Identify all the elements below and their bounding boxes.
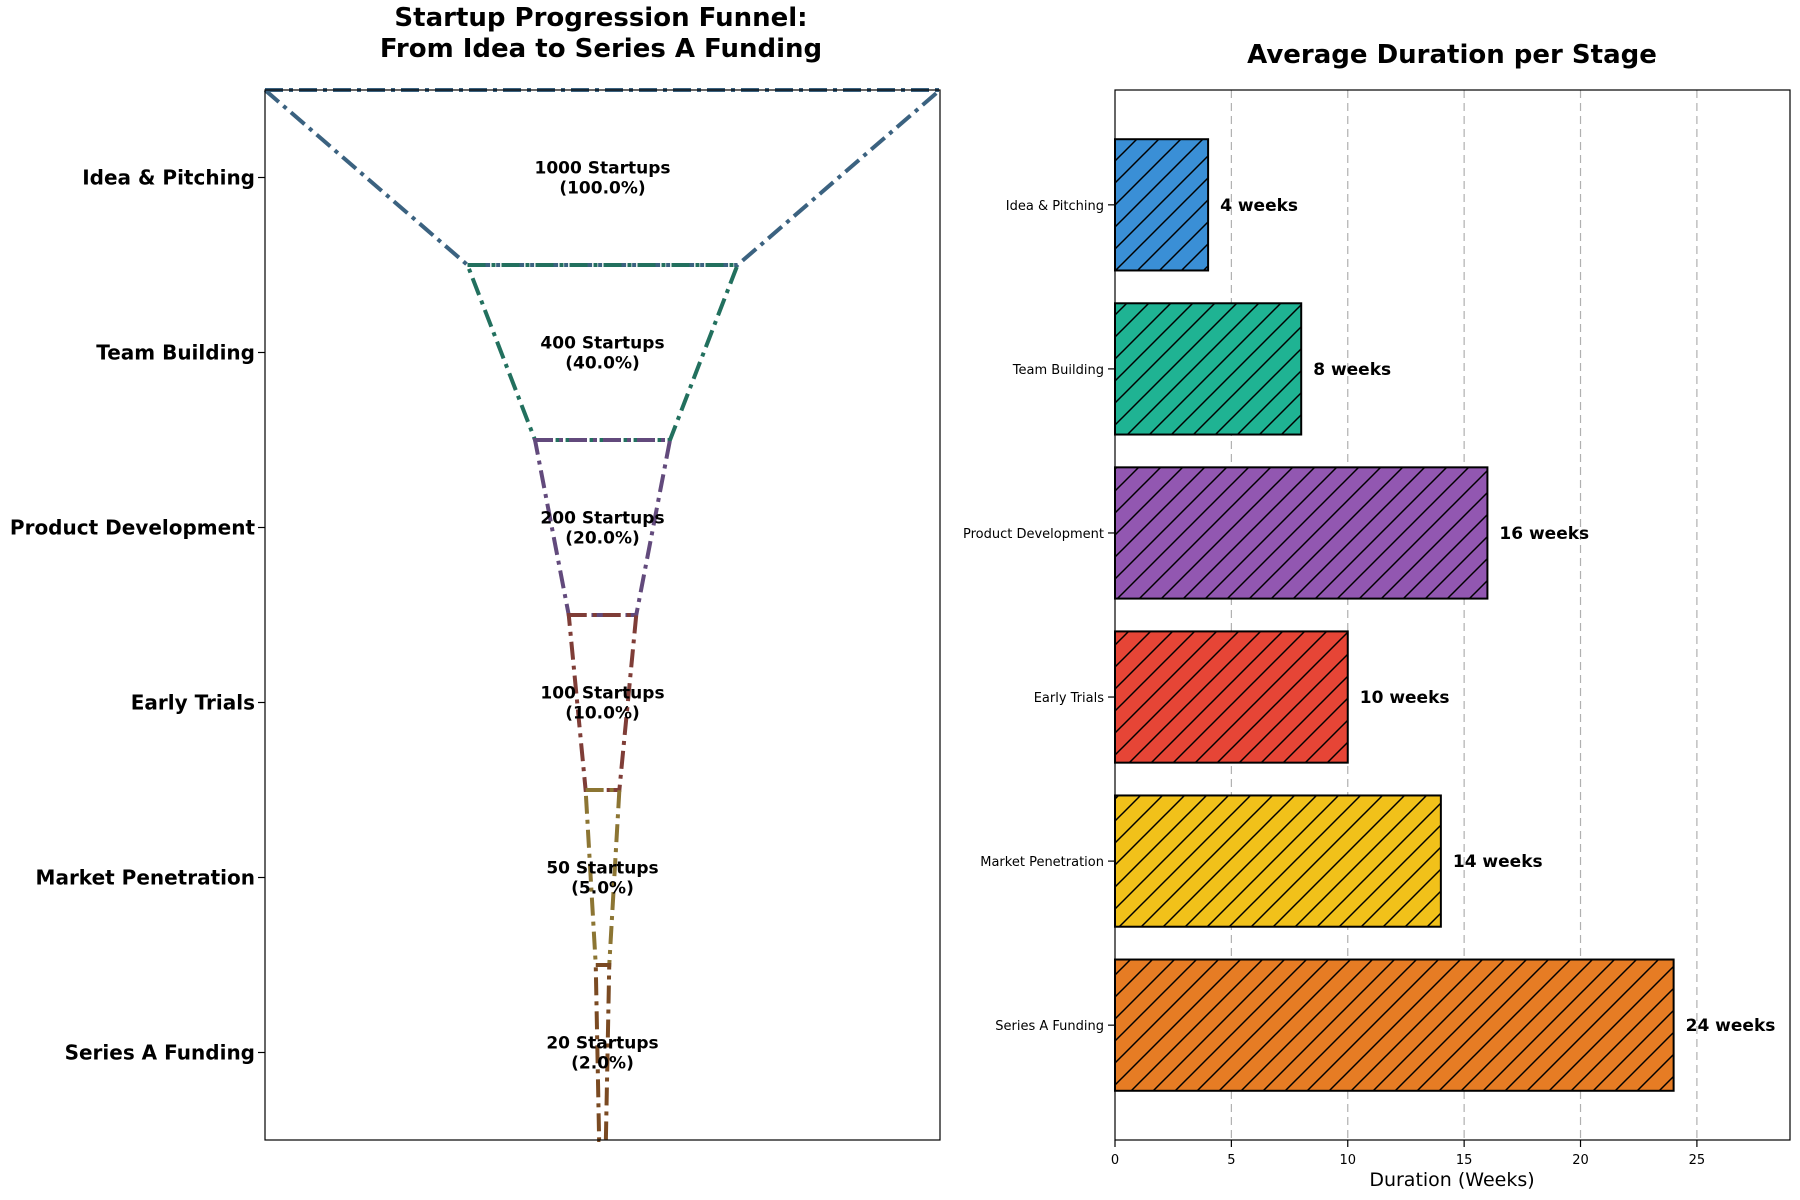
funnel-title-line: From Idea to Series A Funding (380, 34, 822, 64)
bar-plot-frame (1114, 89, 1791, 1141)
bar-category-label: Series A Funding (995, 1019, 1104, 1034)
bar-category-label: Team Building (1012, 363, 1104, 378)
funnel-stage-label: Series A Funding (65, 1041, 255, 1065)
funnel-data-label-line: (2.0%) (571, 1054, 634, 1074)
funnel-data-label-line: (100.0%) (559, 179, 645, 199)
funnel-segment (593, 963, 612, 1142)
bar-panel: Average Duration per Stage 4 weeks 8 week… (963, 40, 1791, 1191)
funnel-data-label-line: 400 Startups (540, 334, 664, 354)
duration-bar (1114, 302, 1303, 436)
bar-x-axis-label: Duration (Weeks) (1369, 1169, 1534, 1191)
bar-chart-title: Average Duration per Stage (1247, 40, 1657, 70)
bar-value-label: 10 weeks (1360, 688, 1450, 708)
bar-x-tick-label: 5 (1227, 1153, 1235, 1168)
funnel-data-label-line: 50 Startups (546, 859, 658, 879)
bar-category-label: Product Development (963, 527, 1104, 542)
bar-value-label: 24 weeks (1686, 1016, 1776, 1036)
funnel-stage-label: Idea & Pitching (82, 166, 255, 190)
bar-category-label: Market Penetration (980, 855, 1104, 870)
bar-x-tick-label: 25 (1689, 1153, 1706, 1168)
funnel-plot-frame (264, 89, 941, 1141)
bar-x-tick-label: 15 (1456, 1153, 1473, 1168)
bar-x-tick-label: 0 (1111, 1153, 1119, 1168)
funnel-data-label-line: (40.0%) (565, 354, 640, 374)
duration-bar (1114, 794, 1442, 928)
funnel-stage-label: Early Trials (131, 691, 255, 715)
funnel-segment (532, 438, 673, 617)
funnel-data-label-line: (20.0%) (565, 529, 640, 549)
duration-bar (1114, 958, 1675, 1092)
bar-value-label: 14 weeks (1453, 852, 1543, 872)
funnel-segment (464, 263, 741, 442)
bar-value-label: 4 weeks (1220, 196, 1298, 216)
bar-value-label: 8 weeks (1313, 360, 1391, 380)
bar-x-tick-label: 10 (1339, 1153, 1356, 1168)
funnel-data-label: 100 Startups (10.0%) (540, 684, 664, 724)
funnel-data-label: 400 Startups (40.0%) (540, 334, 664, 374)
funnel-data-label-line: (5.0%) (571, 879, 634, 899)
funnel-data-label: 20 Startups (2.0%) (546, 1034, 658, 1074)
funnel-data-label-line: 1000 Startups (535, 159, 671, 179)
funnel-segment (566, 613, 639, 792)
funnel-data-label: 200 Startups (20.0%) (540, 509, 664, 549)
bar-y-axis: Idea & Pitching Team Building Product Deve… (963, 199, 1115, 1034)
bar-category-label: Idea & Pitching (1006, 199, 1104, 214)
funnel-data-label-line: 100 Startups (540, 684, 664, 704)
bar-marks: 4 weeks 8 weeks 16 weeks 10 weeks 14 weeks 24… (1114, 138, 1776, 1092)
bar-category-label: Early Trials (1034, 691, 1105, 706)
funnel-stage-label: Team Building (96, 341, 255, 365)
funnel-data-label: 1000 Startups (100.0%) (535, 159, 671, 199)
bar-x-tick-label: 20 (1572, 1153, 1589, 1168)
funnel-panel: Startup Progression Funnel: From Idea to … (10, 3, 946, 1142)
duration-bar (1114, 138, 1210, 272)
funnel-data-label-line: (10.0%) (565, 704, 640, 724)
funnel-marks: 1000 Startups (100.0%) 400 Startups (40.0%)… (259, 88, 946, 1142)
funnel-y-axis: Idea & Pitching Team Building Product Deve… (10, 166, 265, 1065)
bar-value-label: 16 weeks (1499, 524, 1589, 544)
funnel-stage-label: Product Development (10, 516, 256, 540)
funnel-data-label-line: 20 Startups (546, 1034, 658, 1054)
duration-bar (1114, 466, 1489, 600)
bar-x-axis: 0 5 10 15 20 25 (1111, 1140, 1705, 1168)
funnel-data-label: 50 Startups (5.0%) (546, 859, 658, 899)
funnel-title: Startup Progression Funnel: From Idea to … (380, 3, 822, 64)
funnel-title-line: Startup Progression Funnel: (394, 3, 807, 33)
duration-bar (1114, 630, 1349, 764)
funnel-data-label-line: 200 Startups (540, 509, 664, 529)
funnel-stage-label: Market Penetration (36, 866, 255, 890)
